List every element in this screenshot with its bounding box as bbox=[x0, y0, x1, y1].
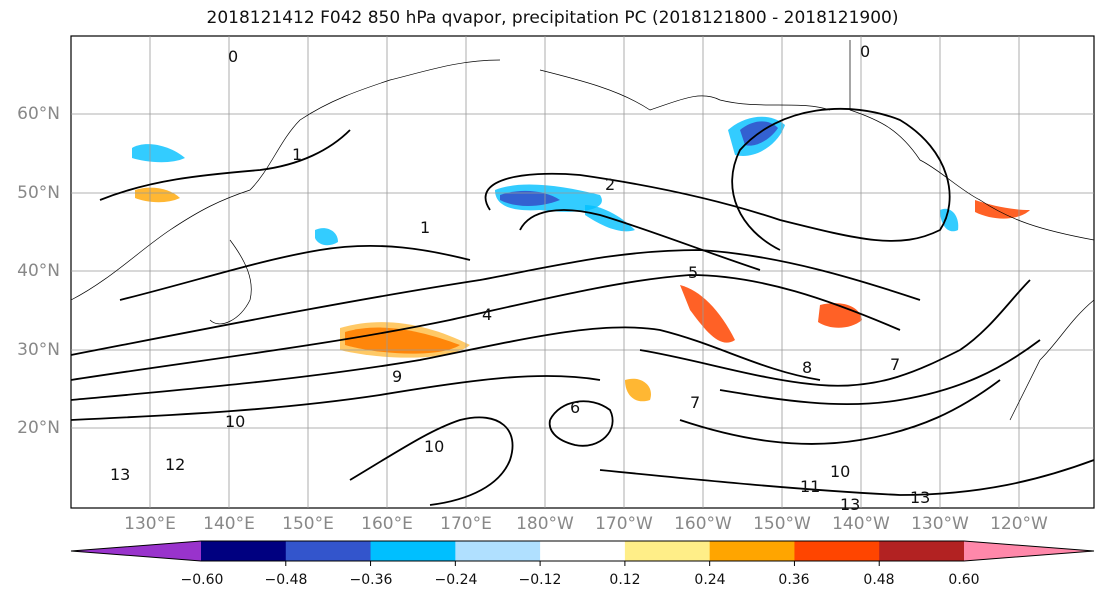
colorbar-tick-label: 0.48 bbox=[863, 572, 895, 588]
colorbar-extend-min bbox=[71, 541, 201, 561]
map-panel: 0 0 1 1 2 4 5 6 7 9 10 10 10 11 12 13 13… bbox=[70, 35, 1095, 514]
colorbar-segment bbox=[370, 541, 456, 561]
colorbar-extend-max bbox=[964, 541, 1094, 561]
y-tick-label: 20°N bbox=[17, 418, 60, 438]
colorbar-segment bbox=[794, 541, 880, 561]
colorbar bbox=[70, 540, 1095, 566]
contour-label: 7 bbox=[890, 355, 900, 374]
y-tick-label: 60°N bbox=[17, 104, 60, 124]
x-tick-label: 170°E bbox=[440, 514, 492, 534]
contour-label: 0 bbox=[228, 47, 238, 66]
colorbar-segment bbox=[285, 541, 372, 561]
colorbar-tick-label: 0.36 bbox=[778, 572, 810, 588]
contour-label: 11 bbox=[800, 477, 820, 496]
contour-label: 1 bbox=[420, 218, 430, 237]
x-tick-label: 150°W bbox=[753, 514, 811, 534]
contour-label: 0 bbox=[860, 42, 870, 61]
contour-label: 10 bbox=[424, 437, 444, 456]
x-tick-label: 140°W bbox=[832, 514, 890, 534]
colorbar-tick-label: −0.48 bbox=[264, 572, 308, 588]
colorbar-segment bbox=[540, 541, 626, 561]
x-tick-label: 140°E bbox=[203, 514, 255, 534]
colorbar-segment bbox=[879, 541, 965, 561]
x-tick-label: 160°W bbox=[674, 514, 732, 534]
colorbar-segment bbox=[624, 541, 711, 561]
colorbar-tick-label: −0.24 bbox=[434, 572, 478, 588]
contour-label: 8 bbox=[802, 358, 812, 377]
colorbar-tick-label: 0.60 bbox=[948, 572, 980, 588]
x-tick-label: 130°W bbox=[911, 514, 969, 534]
contour-label: 10 bbox=[830, 462, 850, 481]
contour-label: 13 bbox=[910, 488, 930, 507]
colorbar-tick-label: 0.12 bbox=[609, 572, 641, 588]
y-tick-label: 50°N bbox=[17, 183, 60, 203]
x-tick-label: 180°W bbox=[516, 514, 574, 534]
contour-label: 4 bbox=[482, 305, 492, 324]
contour-label: 9 bbox=[392, 367, 402, 386]
colorbar-segment bbox=[455, 541, 541, 561]
x-tick-label: 170°W bbox=[595, 514, 653, 534]
qvapor-contours bbox=[70, 107, 1095, 506]
contour-label: 12 bbox=[165, 455, 185, 474]
map-title: 2018121412 F042 850 hPa qvapor, precipit… bbox=[206, 8, 899, 28]
contour-label: 5 bbox=[688, 263, 698, 282]
colorbar-outline bbox=[70, 540, 1095, 562]
contour-label: 10 bbox=[225, 412, 245, 431]
colorbar-tick-label: −0.60 bbox=[180, 572, 224, 588]
y-tick-label: 40°N bbox=[17, 261, 60, 281]
colorbar-tick-label: 0.24 bbox=[694, 572, 726, 588]
x-tick-label: 130°E bbox=[124, 514, 176, 534]
contour-label: 13 bbox=[840, 495, 860, 514]
colorbar-tick-label: −0.36 bbox=[349, 572, 393, 588]
colorbar-tick-label: −0.12 bbox=[518, 572, 562, 588]
contour-label: 6 bbox=[570, 398, 580, 417]
coastlines bbox=[70, 40, 1095, 421]
x-tick-label: 120°W bbox=[990, 514, 1048, 534]
contour-label: 2 bbox=[605, 175, 615, 194]
colorbar-segment bbox=[201, 541, 287, 561]
contour-label: 7 bbox=[690, 393, 700, 412]
contour-labels: 0 0 1 1 2 4 5 6 7 9 10 10 10 11 12 13 13… bbox=[110, 42, 930, 514]
contour-label: 1 bbox=[292, 145, 302, 164]
colorbar-segment bbox=[709, 541, 795, 561]
y-tick-label: 30°N bbox=[17, 340, 60, 360]
x-tick-label: 150°E bbox=[282, 514, 334, 534]
x-tick-label: 160°E bbox=[361, 514, 413, 534]
contour-label: 13 bbox=[110, 465, 130, 484]
